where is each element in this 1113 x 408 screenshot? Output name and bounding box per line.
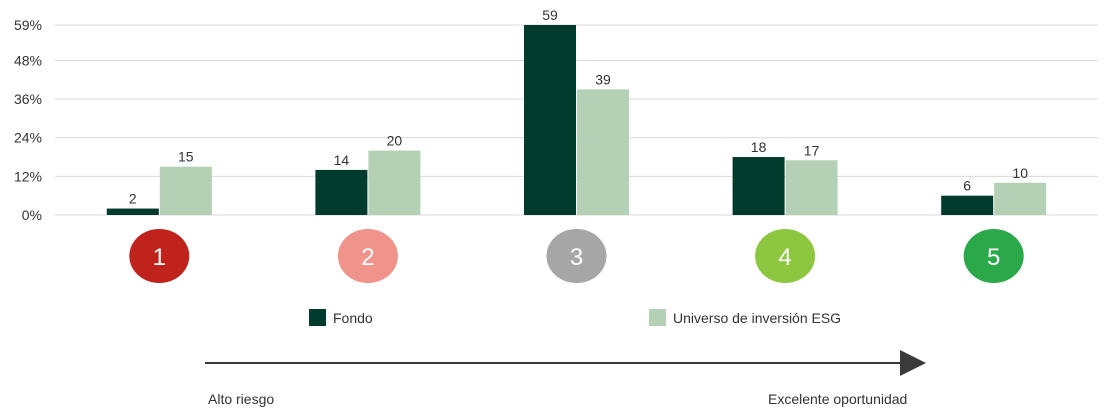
y-tick-label: 0%	[22, 207, 42, 223]
y-tick-label: 59%	[14, 17, 42, 33]
data-label: 20	[387, 133, 403, 149]
y-axis: 0% 12% 24% 36% 48% 59%	[14, 17, 42, 223]
category-label: 4	[778, 244, 791, 271]
bar-universo-2	[368, 150, 421, 215]
bars	[106, 25, 1047, 215]
data-label: 17	[804, 142, 820, 158]
category-badge-1	[129, 229, 190, 283]
y-tick-label: 36%	[14, 91, 42, 107]
category-badge-2	[337, 229, 398, 283]
grid-lines	[55, 24, 1098, 216]
bar-fondo-3	[524, 25, 576, 215]
bar-fondo-5	[941, 195, 994, 215]
legend: Fondo Universo de inversión ESG	[309, 309, 841, 326]
data-label: 10	[1012, 165, 1028, 181]
bar-universo-5	[994, 182, 1047, 215]
legend-swatch-universo	[649, 309, 666, 326]
category-badge-5	[963, 229, 1024, 283]
data-label: 2	[129, 191, 137, 207]
y-tick-label: 48%	[14, 52, 42, 68]
data-label: 18	[751, 139, 767, 155]
category-label: 2	[361, 244, 374, 271]
arrow-head	[900, 350, 926, 376]
arrow-label-left: Alto riesgo	[208, 391, 274, 407]
data-label: 6	[963, 178, 971, 194]
legend-label-fondo: Fondo	[333, 310, 373, 326]
legend-label-universo: Universo de inversión ESG	[673, 310, 841, 326]
bar-fondo-4	[732, 157, 785, 215]
y-tick-label: 24%	[14, 130, 42, 146]
category-badges: 1 2 3 4 5	[129, 229, 1024, 283]
data-labels: 2 15 14 20 59 39 18 17 6 10	[129, 7, 1028, 207]
bar-universo-4	[785, 160, 838, 215]
data-label: 15	[178, 149, 194, 165]
data-label: 39	[595, 71, 611, 87]
bar-universo-1	[159, 166, 212, 215]
data-label: 14	[334, 152, 350, 168]
y-tick-label: 12%	[14, 168, 42, 184]
category-label: 3	[570, 244, 583, 271]
category-badge-4	[755, 229, 816, 283]
risk-arrow: Alto riesgo Excelente oportunidad	[205, 350, 926, 407]
bar-universo-3	[577, 89, 629, 215]
arrow-label-right: Excelente oportunidad	[768, 391, 907, 407]
bar-fondo-2	[315, 169, 368, 215]
category-label: 1	[153, 244, 166, 271]
data-label: 59	[542, 7, 558, 23]
category-badge-3	[546, 229, 607, 283]
legend-swatch-fondo	[309, 309, 326, 326]
bar-fondo-1	[106, 208, 159, 215]
category-label: 5	[987, 244, 1000, 271]
